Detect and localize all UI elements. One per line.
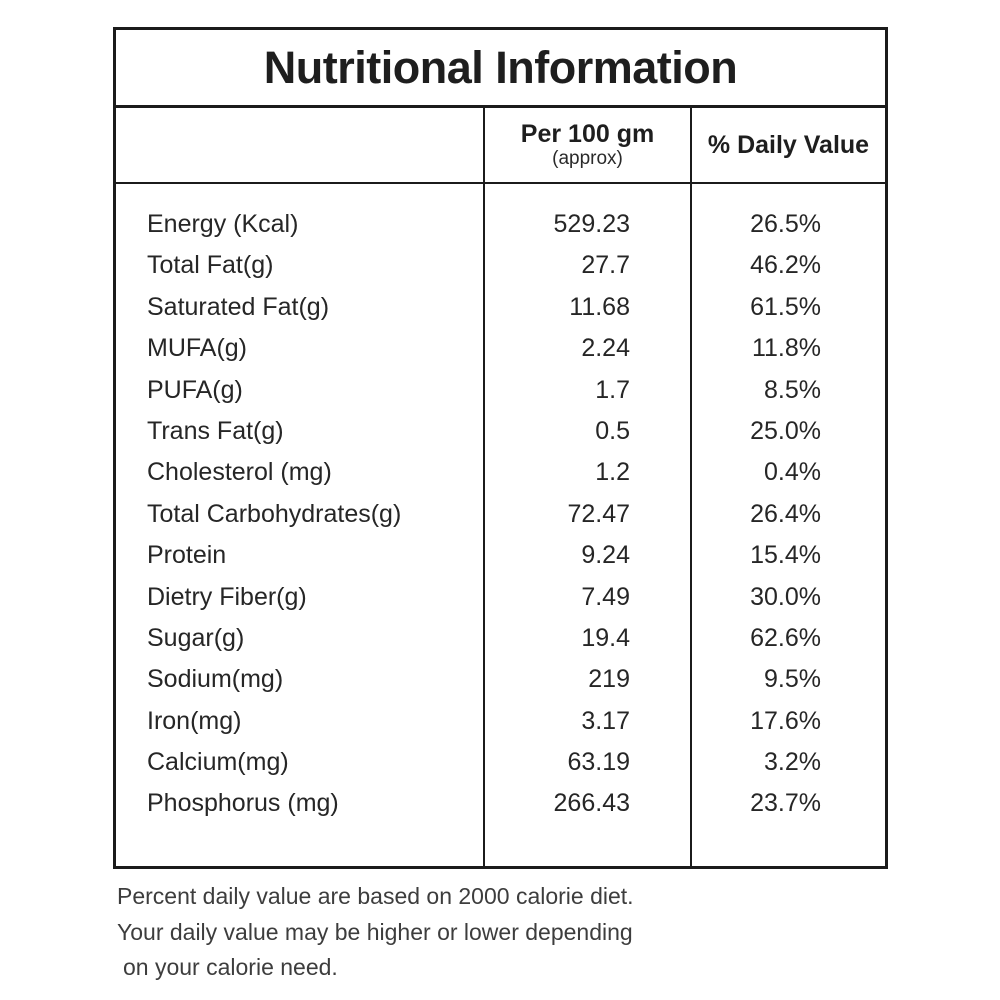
- row-label: MUFA(g): [147, 334, 247, 363]
- row-daily-value: 0.4%: [764, 458, 821, 487]
- row-per-100gm-value: 2.24: [581, 334, 630, 363]
- row-per-100gm-value: 63.19: [567, 748, 630, 777]
- row-label: Sugar(g): [147, 623, 245, 652]
- row-label: Iron(mg): [147, 706, 242, 735]
- row-daily-value: 26.5%: [750, 210, 821, 238]
- daily-value-header-label: % Daily Value: [707, 131, 870, 159]
- row-per-100gm-value: 27.7: [581, 251, 630, 280]
- row-label: Trans Fat(g): [147, 416, 284, 445]
- footnote-line-3: on your calorie need.: [123, 954, 338, 980]
- row-daily-value: 61.5%: [750, 292, 821, 321]
- row-daily-value: 23.7%: [750, 789, 821, 818]
- row-per-100gm-value: 3.17: [581, 706, 630, 735]
- row-daily-value: 17.6%: [750, 706, 821, 735]
- row-label: Energy (Kcal): [147, 210, 299, 238]
- row-daily-value: 25.0%: [750, 416, 821, 445]
- row-daily-value: 30.0%: [750, 582, 821, 611]
- title-section: Nutritional Information: [116, 30, 885, 108]
- header-cell-daily-value: % Daily Value: [690, 108, 885, 182]
- column-daily-values: 26.5% 46.2% 61.5% 11.8% 8.5% 25.0% 0.4% 26.4% 15…: [690, 184, 885, 866]
- page-title: Nutritional Information: [263, 41, 738, 93]
- row-label: Dietry Fiber(g): [147, 582, 307, 611]
- per-100gm-header-label: Per 100 gm: [520, 120, 655, 148]
- row-daily-value: 8.5%: [764, 375, 821, 404]
- row-per-100gm-value: 72.47: [567, 499, 630, 528]
- row-per-100gm-value: 1.2: [595, 458, 630, 487]
- footnote-line-2: Your daily value may be higher or lower …: [117, 918, 633, 945]
- row-daily-value: 11.8%: [751, 334, 821, 363]
- row-per-100gm-value: 11.68: [569, 292, 630, 321]
- row-daily-value: 46.2%: [750, 251, 821, 280]
- table-body: Energy (Kcal) Total Fat(g) Saturated Fat(g…: [116, 184, 885, 866]
- row-per-100gm-value: 0.5: [595, 416, 630, 445]
- table-header-row: Per 100 gm (approx) % Daily Value: [116, 108, 885, 184]
- row-per-100gm-value: 19.4: [581, 623, 630, 652]
- row-label: Sodium(mg): [147, 665, 284, 694]
- row-per-100gm-value: 219: [588, 665, 630, 694]
- per-100gm-header-sublabel: (approx): [552, 148, 623, 169]
- footnote: Percent daily value are based on 2000 ca…: [117, 879, 634, 986]
- row-per-100gm-value: 266.43: [553, 789, 630, 818]
- row-label: Cholesterol (mg): [147, 458, 332, 487]
- row-daily-value: 62.6%: [750, 623, 821, 652]
- row-daily-value: 15.4%: [750, 541, 821, 570]
- row-per-100gm-value: 529.23: [553, 210, 630, 238]
- header-cell-item: [116, 108, 483, 182]
- row-daily-value: 9.5%: [764, 665, 821, 694]
- row-label: PUFA(g): [147, 375, 243, 404]
- row-label: Protein: [147, 541, 227, 570]
- row-label: Saturated Fat(g): [147, 292, 330, 321]
- row-per-100gm-value: 1.7: [595, 375, 630, 404]
- row-label: Phosphorus (mg): [147, 789, 339, 818]
- column-per-100gm-values: 529.23 27.7 11.68 2.24 1.7 0.5 1.2 72.47 9.24 7.4…: [483, 184, 690, 866]
- header-cell-per-100gm: Per 100 gm (approx): [483, 108, 690, 182]
- row-daily-value: 26.4%: [750, 499, 821, 528]
- nutrition-table: Nutritional Information Per 100 gm (appr…: [113, 27, 888, 869]
- column-nutrient-labels: Energy (Kcal) Total Fat(g) Saturated Fat(g…: [116, 184, 483, 866]
- row-label: Total Fat(g): [147, 251, 274, 280]
- row-daily-value: 3.2%: [764, 748, 821, 777]
- row-label: Calcium(mg): [147, 748, 289, 777]
- row-per-100gm-value: 9.24: [581, 541, 630, 570]
- footnote-line-1: Percent daily value are based on 2000 ca…: [117, 883, 634, 909]
- row-per-100gm-value: 7.49: [581, 582, 630, 611]
- row-label: Total Carbohydrates(g): [147, 499, 402, 528]
